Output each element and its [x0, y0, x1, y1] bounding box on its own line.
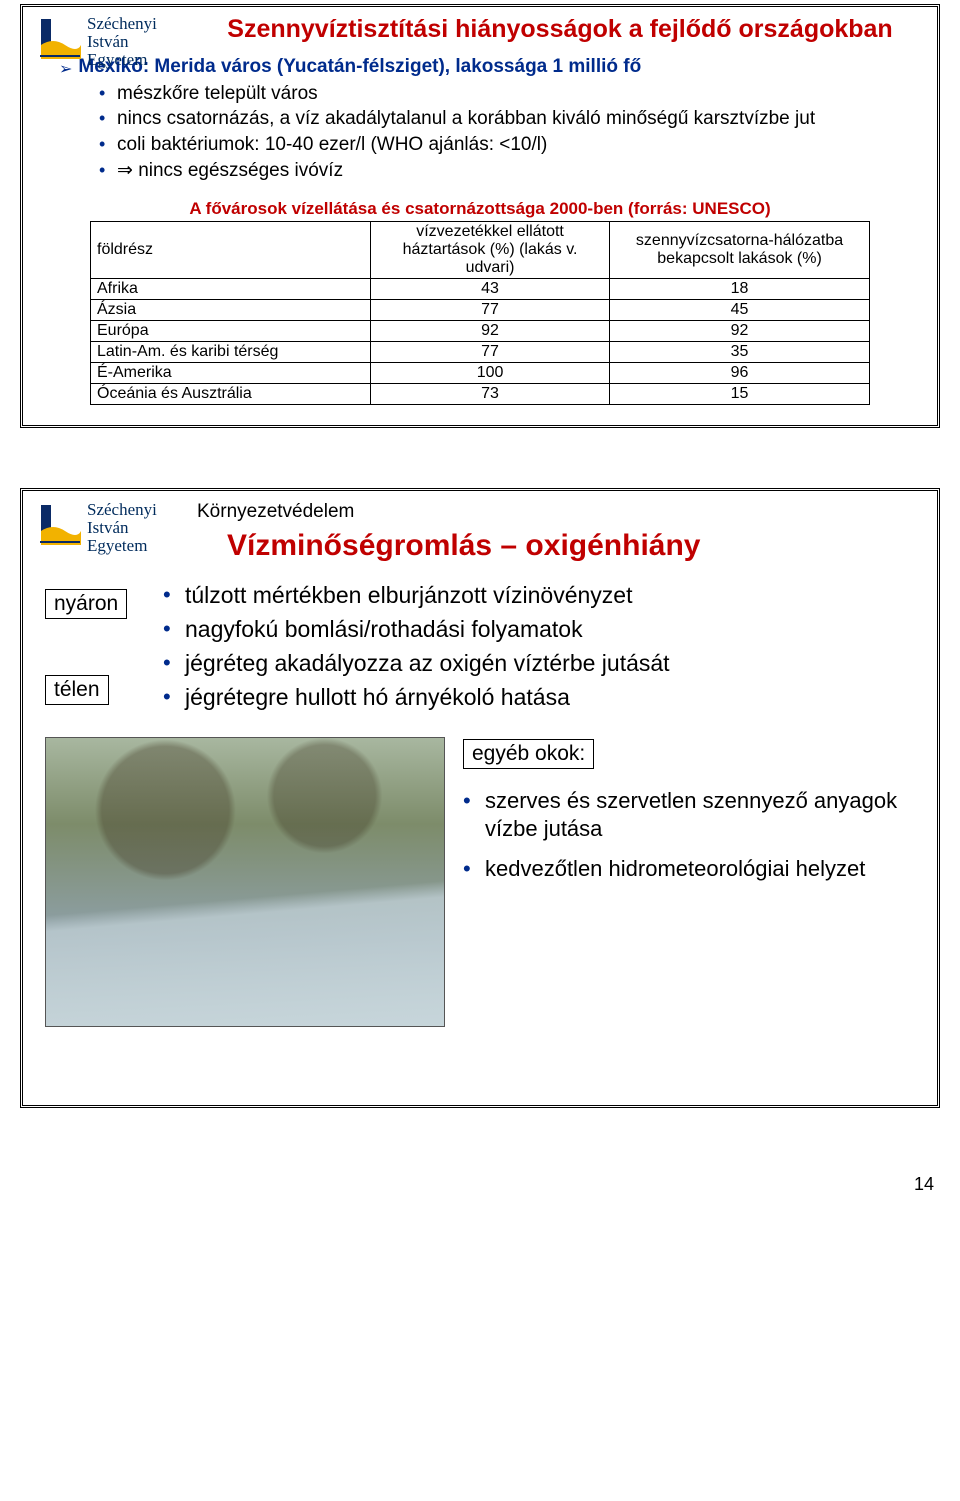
main-bullet-list: túlzott mértékben elburjánzott vízinövén…: [163, 581, 923, 717]
university-logo-block: Széchenyi István Egyetem: [37, 501, 157, 555]
table-caption: A fővárosok vízellátása és csatornázotts…: [37, 199, 923, 219]
right-column: egyéb okok: szerves és szervetlen szenny…: [463, 737, 923, 895]
university-name: Széchenyi István Egyetem: [87, 15, 157, 69]
table-row: Ázsia7745: [91, 300, 870, 321]
table-row: Európa9292: [91, 321, 870, 342]
other-causes-list: szerves és szervetlen szennyező anyagok …: [463, 787, 923, 883]
sub-item: ⇒ nincs egészséges ivóvíz: [99, 158, 923, 184]
university-name: Széchenyi István Egyetem: [87, 501, 157, 555]
list-item: jégrétegre hullott hó árnyékoló hatása: [163, 683, 923, 713]
page-number: 14: [0, 1168, 960, 1201]
university-logo-icon: [37, 501, 81, 545]
main-bullet: ➢ Mexikó: Merida város (Yucatán-félszige…: [59, 56, 923, 79]
uni-line2: István: [87, 519, 157, 537]
list-item: nagyfokú bomlási/rothadási folyamatok: [163, 615, 923, 645]
slide2-pretitle: Környezetvédelem: [197, 501, 923, 523]
slide2-body: nyáron télen túlzott mértékben elburjánz…: [37, 581, 923, 717]
uni-line3: Egyetem: [87, 537, 157, 555]
th-region: földrész: [91, 222, 371, 279]
university-logo-icon: [37, 15, 81, 59]
th-water: vízvezetékkel ellátott háztartások (%) (…: [371, 222, 610, 279]
slide-2: Széchenyi István Egyetem Környezetvédele…: [20, 488, 940, 1108]
sub-bullet-list: mészkőre települt város nincs csatornázá…: [99, 81, 923, 184]
th-sewer: szennyvízcsatorna-hálózatba bekapcsolt l…: [610, 222, 870, 279]
table-row: É-Amerika10096: [91, 363, 870, 384]
uni-line1: Széchenyi: [87, 501, 157, 519]
slide2-lower: egyéb okok: szerves és szervetlen szenny…: [37, 737, 923, 1027]
slide1-title: Szennyvíztisztítási hiányosságok a fejlő…: [197, 15, 923, 44]
list-item: túlzott mértékben elburjánzott vízinövén…: [163, 581, 923, 611]
uni-line1: Széchenyi: [87, 15, 157, 33]
data-table: földrész vízvezetékkel ellátott háztartá…: [90, 221, 870, 405]
university-logo-block: Széchenyi István Egyetem: [37, 15, 157, 69]
label-summer: nyáron: [45, 589, 127, 619]
table-body: Afrika4318 Ázsia7745 Európa9292 Latin-Am…: [91, 279, 870, 405]
uni-line3: Egyetem: [87, 51, 157, 69]
uni-line2: István: [87, 33, 157, 51]
label-other-causes: egyéb okok:: [463, 739, 594, 769]
table-row: Latin-Am. és karibi térség7735: [91, 342, 870, 363]
list-item: jégréteg akadályozza az oxigén víztérbe …: [163, 649, 923, 679]
slide2-title: Vízminőségromlás – oxigénhiány: [227, 529, 923, 563]
stream-photo: [45, 737, 445, 1027]
label-winter: télen: [45, 675, 109, 705]
list-item: szerves és szervetlen szennyező anyagok …: [463, 787, 923, 843]
table-row: Óceánia és Ausztrália7315: [91, 384, 870, 405]
list-item: kedvezőtlen hidrometeorológiai helyzet: [463, 855, 923, 883]
season-label-column: nyáron télen: [45, 589, 145, 705]
table-row: Afrika4318: [91, 279, 870, 300]
main-bullet-text: Mexikó: Merida város (Yucatán-félsziget)…: [78, 56, 641, 78]
sub-item: coli baktériumok: 10-40 ezer/l (WHO aján…: [99, 132, 923, 158]
slide-1: Széchenyi István Egyetem Szennyvíztisztí…: [20, 4, 940, 428]
sub-item: nincs csatornázás, a víz akadálytalanul …: [99, 106, 923, 132]
sub-item: mészkőre települt város: [99, 81, 923, 107]
